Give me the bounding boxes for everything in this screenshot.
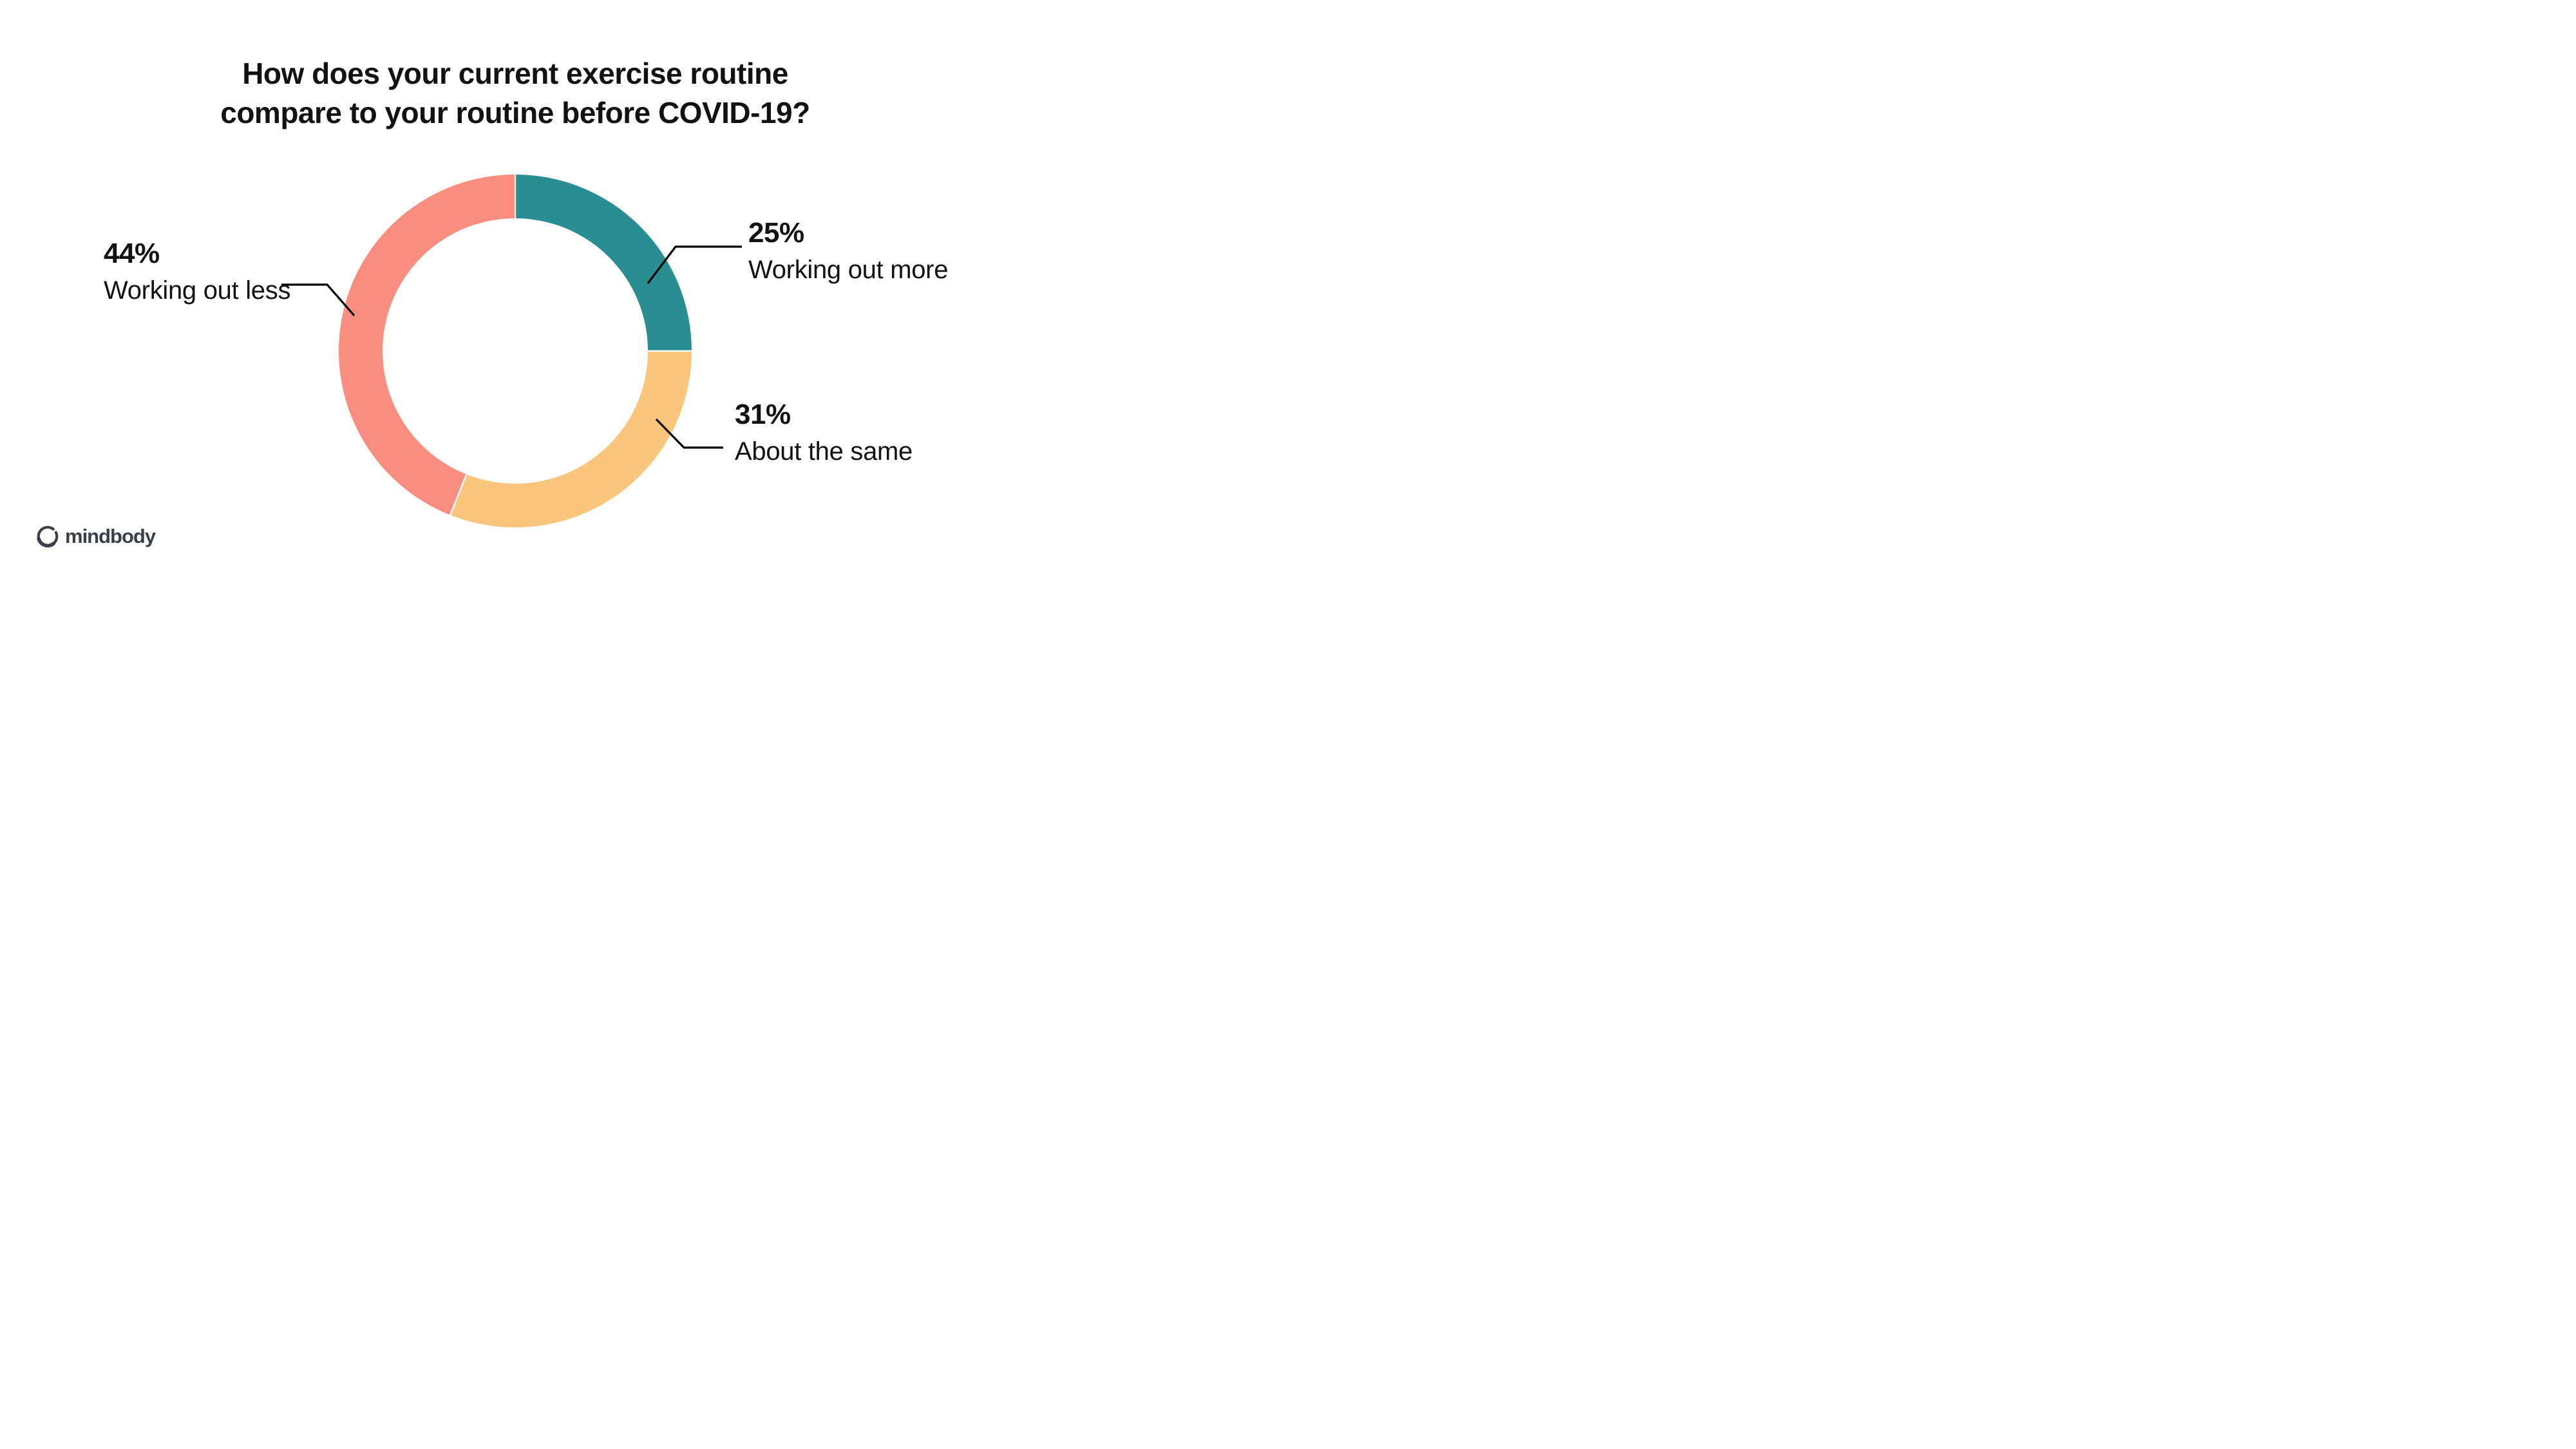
percent-value-working-out-more: 25% — [748, 217, 804, 249]
donut-segment-working-out-less — [338, 175, 515, 515]
mindbody-logo: mindbody — [36, 525, 156, 548]
enso-brush-stroke — [37, 536, 55, 548]
percent-value-working-out-less: 44% — [104, 238, 160, 269]
chart-title-line2: compare to your routine before COVID-19? — [220, 96, 810, 129]
chart-title: How does your current exercise routine c… — [0, 54, 1030, 133]
segment-separator — [449, 473, 468, 517]
enso-circle-icon — [37, 526, 59, 548]
segment-label-working-out-more: Working out more — [748, 256, 949, 284]
callout-label-working-out-less: 44% Working out less — [104, 238, 291, 305]
chart-title-line1: How does your current exercise routine — [242, 57, 788, 90]
donut-segment-about-the-same — [450, 351, 692, 528]
page-root: { "title": { "line1": "How does your cur… — [0, 0, 1030, 580]
mindbody-logo-text: mindbody — [65, 525, 156, 547]
callout-label-about-the-same: 31% About the same — [735, 399, 913, 466]
callout-line-working-out-more — [647, 245, 742, 284]
percent-value-about-the-same: 31% — [735, 399, 791, 430]
donut-segment-working-out-more — [515, 175, 692, 351]
segment-separators — [449, 173, 693, 517]
donut-chart — [281, 173, 742, 528]
callout-label-working-out-more: 25% Working out more — [748, 219, 948, 283]
callout-line-working-out-less — [281, 283, 355, 317]
segment-label-about-the-same: About the same — [735, 437, 913, 466]
segment-label-working-out-less: Working out less — [104, 276, 291, 305]
donut-segments — [338, 175, 692, 528]
callout-line-about-the-same — [655, 418, 723, 449]
